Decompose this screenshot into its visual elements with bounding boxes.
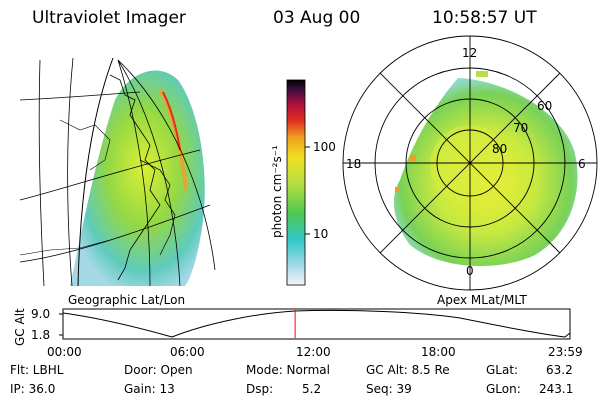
ip-info: IP: 36.0 xyxy=(10,382,56,396)
orbit-ylabel: GC Alt xyxy=(13,308,27,346)
seq-info: Seq: 39 xyxy=(366,382,412,396)
dsp-label: Dsp: xyxy=(246,382,274,396)
orbit-xtick-0000: 00:00 xyxy=(47,345,82,359)
mlat-label-80: 80 xyxy=(492,142,508,156)
mlt-label-12: 12 xyxy=(462,46,478,60)
gc-alt-info: GC Alt: 8.5 Re xyxy=(366,363,450,377)
orbit-xtick-2359: 23:59 xyxy=(548,345,583,359)
polar-caption: Apex MLat/MLT xyxy=(437,293,527,307)
dsp-value: 5.2 xyxy=(302,382,322,396)
glat-label: GLat: xyxy=(486,363,519,377)
mlt-label-6: 6 xyxy=(578,157,586,171)
mlt-label-18: 18 xyxy=(346,157,362,171)
glat-value: 63.2 xyxy=(546,363,573,377)
orbit-ytick-low: 1.8 xyxy=(31,328,51,342)
mlat-label-60: 60 xyxy=(537,99,553,113)
door-info: Door: Open xyxy=(124,363,193,377)
date-label: 03 Aug 00 xyxy=(273,8,361,28)
mlat-label-70: 70 xyxy=(513,121,529,135)
geographic-caption: Geographic Lat/Lon xyxy=(68,293,186,307)
time-label: 10:58:57 UT xyxy=(432,8,537,28)
orbit-xtick-1200: 12:00 xyxy=(296,345,331,359)
glon-label: GLon: xyxy=(486,382,521,396)
instrument-title: Ultraviolet Imager xyxy=(32,8,186,28)
colorbar-tick-100: 100 xyxy=(313,140,336,154)
orbit-xtick-1800: 18:00 xyxy=(421,345,456,359)
orbit-ytick-high: 9.0 xyxy=(31,307,51,321)
colorbar-tick-10: 10 xyxy=(313,227,329,241)
mlt-label-0: 0 xyxy=(466,264,474,278)
filter-info: Flt: LBHL xyxy=(10,363,64,377)
gain-info: Gain: 13 xyxy=(124,382,175,396)
orbit-xtick-0600: 06:00 xyxy=(170,345,205,359)
mode-info: Mode: Normal xyxy=(246,363,330,377)
glon-value: 243.1 xyxy=(539,382,574,396)
